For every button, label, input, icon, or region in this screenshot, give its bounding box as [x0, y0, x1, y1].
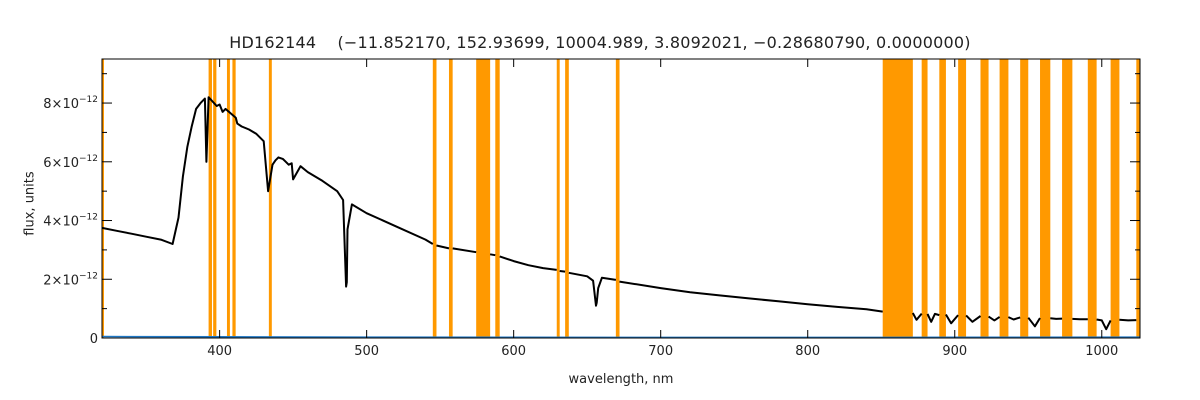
spectrum-line-layer [101, 96, 1137, 331]
masked-region-bar [1110, 59, 1120, 338]
masked-region-bar [213, 59, 217, 338]
masked-region-bar [1087, 59, 1097, 338]
masked-region-bar [882, 59, 913, 338]
spectrum-segment [489, 253, 496, 257]
masked-region-bar [226, 59, 230, 338]
x-tick-label: 400 [207, 344, 232, 359]
x-tick-label: 500 [354, 344, 379, 359]
masked-region-bar [980, 59, 989, 338]
spectrum-segment [1119, 318, 1137, 322]
spectrum-segment [945, 313, 959, 325]
spectrum-segment [568, 271, 617, 307]
x-tick-label: 1000 [1085, 344, 1118, 359]
spectrum-segment [988, 315, 1001, 322]
spectrum-segment [926, 312, 940, 323]
masked-region-bar [476, 59, 491, 338]
spectrum-segment [965, 314, 982, 323]
y-tick-label: 0 [90, 332, 98, 347]
masked-region-bar [102, 59, 104, 338]
masked-region-bar [1040, 59, 1051, 338]
spectrum-segment [619, 280, 883, 313]
spectrum-segment [559, 270, 566, 273]
masked-region-bar [1136, 59, 1140, 338]
y-tick-label: 2×10−12 [43, 271, 98, 288]
masked-region-bar [615, 59, 620, 338]
x-axis: 400 500 600 700 800 900 1000 [207, 59, 1118, 359]
masked-region-bar [1062, 59, 1073, 338]
masked-region-bar [556, 59, 560, 338]
masked-region-bar [958, 59, 967, 338]
masked-region-layer [102, 59, 1140, 338]
spectrum-segment [452, 247, 477, 254]
y-axis: 0 2×10−12 4×10−12 6×10−12 8×10−12 [43, 73, 1140, 347]
masked-region-bar [495, 59, 500, 338]
spectrum-segment [1007, 316, 1021, 321]
spectrum-segment [101, 96, 434, 288]
masked-region-bar [939, 59, 946, 338]
masked-region-bar [232, 59, 236, 338]
plot-frame [101, 58, 1141, 339]
masked-region-bar [921, 59, 928, 338]
spectrum-segment [1096, 318, 1112, 331]
spectrum-segment [436, 244, 450, 250]
x-tick-label: 600 [501, 344, 526, 359]
masked-region-bar [565, 59, 569, 338]
spectrum-segment [911, 312, 923, 321]
spectrum-segment [499, 255, 557, 271]
error-line-layer [101, 335, 1141, 339]
error-series-line [101, 335, 1141, 339]
masked-region-bar [208, 59, 212, 338]
spectrum-segment [1050, 317, 1063, 320]
y-tick-label: 8×10−12 [43, 95, 98, 112]
masked-region-bar [432, 59, 437, 338]
y-tick-label: 4×10−12 [43, 213, 98, 230]
x-tick-label: 900 [942, 344, 967, 359]
masked-region-bar [268, 59, 272, 338]
chart-title: HD162144 (−11.852170, 152.93699, 10004.9… [229, 33, 971, 52]
x-tick-label: 800 [795, 344, 820, 359]
masked-region-bar [1020, 59, 1029, 338]
x-tick-label: 700 [648, 344, 673, 359]
masked-region-bar [448, 59, 453, 338]
spectrum-segment [1027, 317, 1041, 328]
y-tick-label: 6×10−12 [43, 154, 98, 171]
x-axis-label: wavelength, nm [568, 372, 674, 387]
y-axis-label: flux, units [22, 171, 38, 236]
masked-region-bar [999, 59, 1009, 338]
